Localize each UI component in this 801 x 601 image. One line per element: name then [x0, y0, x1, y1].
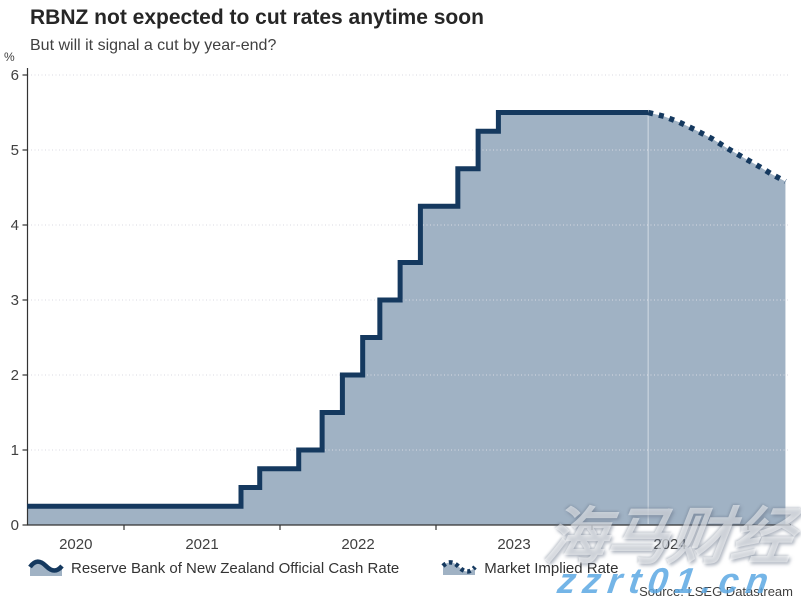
chart-legend: Reserve Bank of New Zealand Official Cas…	[28, 558, 618, 578]
y-tick-label-3: 3	[11, 292, 19, 309]
watermark-site: zzrt01.cn	[555, 560, 779, 601]
dotted-wave-icon	[441, 560, 477, 575]
rate-area-fill	[27, 112, 786, 525]
x-tick-label-2024: 2024	[653, 536, 686, 553]
legend-label-market-implied-rate: Market Implied Rate	[484, 559, 619, 577]
chart-subtitle: But will it signal a cut by year-end?	[30, 37, 277, 54]
x-tick-label-2021: 2021	[185, 536, 218, 553]
legend-item-official-cash-rate: Reserve Bank of New Zealand Official Cas…	[28, 558, 399, 578]
legend-label-official-cash-rate: Reserve Bank of New Zealand Official Cas…	[71, 559, 400, 577]
x-tick-label-2022: 2022	[341, 536, 374, 553]
wave-area-icon	[28, 559, 64, 576]
source-note: Source: LSEG Datastream	[639, 584, 793, 599]
y-tick-label-2: 2	[11, 367, 19, 384]
x-tick-label-2020: 2020	[59, 536, 92, 553]
y-tick-label-1: 1	[11, 442, 19, 459]
chart-title: RBNZ not expected to cut rates anytime s…	[30, 6, 484, 29]
legend-item-market-implied-rate: Market Implied Rate	[441, 558, 618, 578]
y-tick-label-6: 6	[11, 67, 19, 84]
official-cash-rate-line	[27, 110, 649, 509]
y-axis-unit-label: %	[4, 50, 15, 64]
y-tick-label-5: 5	[11, 142, 19, 159]
x-tick-label-2023: 2023	[497, 536, 530, 553]
y-tick-label-0: 0	[11, 517, 19, 534]
market-implied-rate-line	[647, 109, 787, 184]
y-tick-label-4: 4	[11, 217, 19, 234]
